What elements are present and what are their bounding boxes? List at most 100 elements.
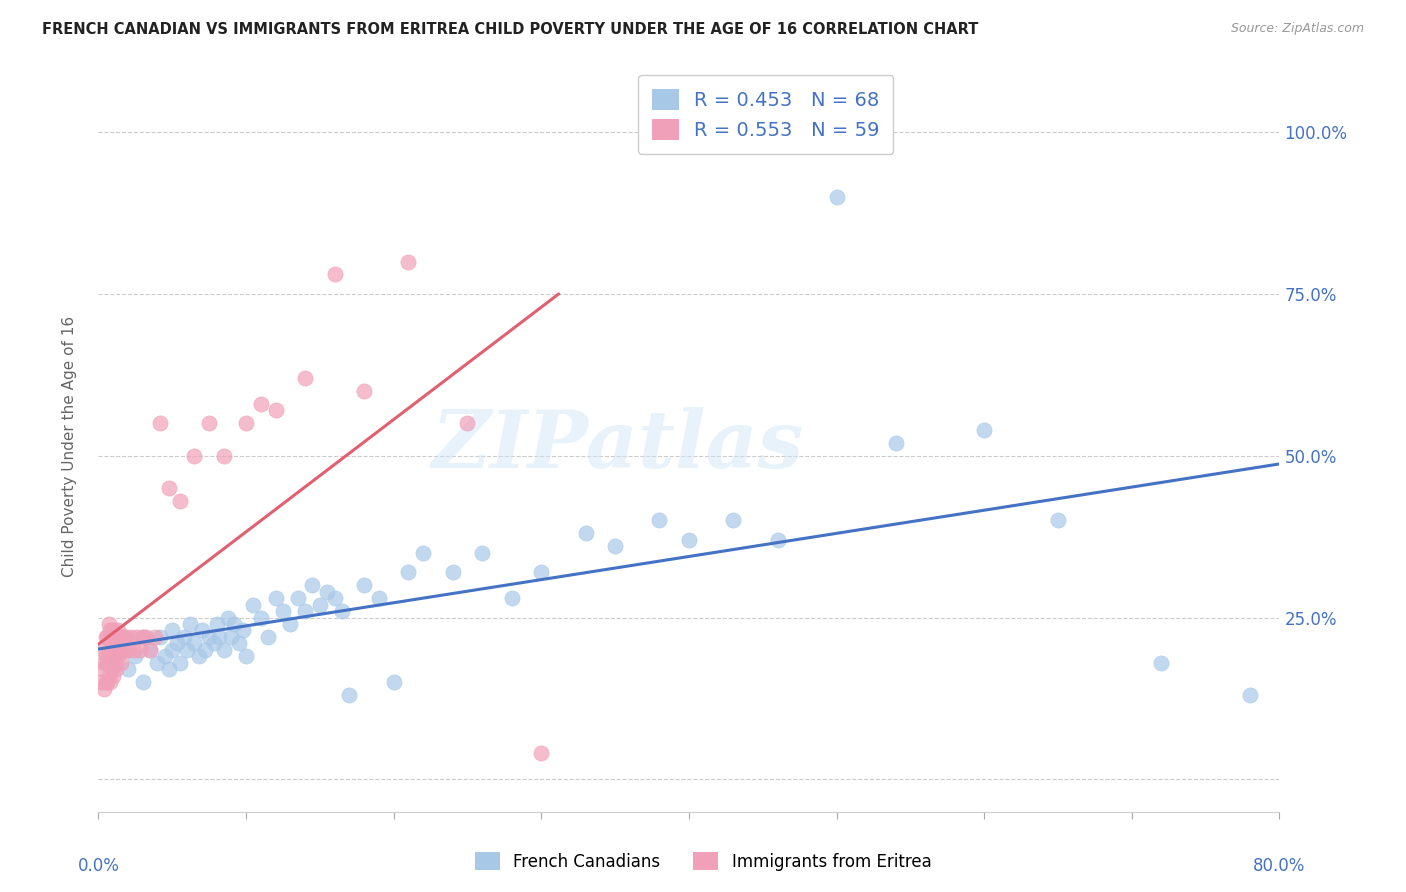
Point [149, 630, 172, 644]
Point [139, 643, 162, 657]
Point [412, 546, 434, 560]
Point [198, 630, 221, 644]
Point [98, 649, 121, 664]
Point [162, 643, 183, 657]
Point [103, 643, 125, 657]
Point [108, 643, 131, 657]
Point [132, 675, 155, 690]
Point [973, 423, 995, 437]
Point [149, 417, 172, 431]
Point [242, 598, 264, 612]
Point [217, 610, 239, 624]
Point [183, 636, 205, 650]
Point [146, 656, 169, 670]
Point [139, 643, 162, 657]
Point [264, 591, 287, 606]
Point [97, 617, 120, 632]
Point [93, 656, 115, 670]
Point [100, 662, 122, 676]
Text: Source: ZipAtlas.com: Source: ZipAtlas.com [1230, 22, 1364, 36]
Point [112, 630, 135, 644]
Point [135, 630, 157, 644]
Point [323, 268, 346, 282]
Point [501, 591, 523, 606]
Point [316, 584, 339, 599]
Point [114, 643, 136, 657]
Point [441, 566, 464, 580]
Point [187, 649, 209, 664]
Point [884, 435, 907, 450]
Point [122, 643, 145, 657]
Text: FRENCH CANADIAN VS IMMIGRANTS FROM ERITREA CHILD POVERTY UNDER THE AGE OF 16 COR: FRENCH CANADIAN VS IMMIGRANTS FROM ERITR… [42, 22, 979, 37]
Point [212, 643, 235, 657]
Point [224, 617, 246, 632]
Point [169, 494, 191, 508]
Point [91, 662, 114, 676]
Point [96, 630, 118, 644]
Text: 80.0%: 80.0% [1253, 857, 1306, 875]
Point [1046, 513, 1070, 527]
Point [110, 643, 132, 657]
Point [103, 624, 125, 638]
Point [194, 643, 217, 657]
Point [124, 649, 146, 664]
Point [153, 649, 176, 664]
Point [103, 669, 125, 683]
Point [205, 617, 228, 632]
Point [398, 254, 420, 268]
Point [104, 630, 127, 644]
Point [825, 190, 848, 204]
Point [678, 533, 700, 547]
Point [110, 630, 132, 644]
Text: 0.0%: 0.0% [77, 857, 120, 875]
Point [105, 662, 128, 676]
Point [250, 610, 273, 624]
Point [105, 636, 128, 650]
Point [117, 662, 139, 676]
Point [309, 598, 332, 612]
Point [179, 617, 201, 632]
Point [208, 630, 231, 644]
Point [162, 624, 183, 638]
Point [107, 649, 129, 664]
Point [723, 513, 745, 527]
Point [132, 630, 155, 644]
Point [97, 669, 120, 683]
Point [94, 649, 117, 664]
Point [301, 578, 323, 592]
Point [96, 656, 118, 670]
Point [250, 397, 273, 411]
Point [457, 417, 479, 431]
Point [143, 630, 166, 644]
Point [339, 688, 361, 702]
Point [287, 591, 309, 606]
Point [330, 604, 353, 618]
Point [173, 630, 195, 644]
Point [100, 636, 122, 650]
Point [605, 539, 627, 553]
Point [104, 656, 127, 670]
Point [90, 675, 112, 690]
Point [94, 630, 117, 644]
Point [120, 630, 142, 644]
Point [94, 675, 117, 690]
Legend: R = 0.453   N = 68, R = 0.553   N = 59: R = 0.453 N = 68, R = 0.553 N = 59 [638, 75, 893, 153]
Point [235, 417, 257, 431]
Point [191, 624, 214, 638]
Point [1239, 688, 1261, 702]
Point [530, 566, 553, 580]
Point [98, 624, 121, 638]
Legend: French Canadians, Immigrants from Eritrea: French Canadians, Immigrants from Eritre… [467, 844, 939, 880]
Point [648, 513, 671, 527]
Point [530, 747, 553, 761]
Point [169, 656, 191, 670]
Point [471, 546, 494, 560]
Point [232, 624, 254, 638]
Point [271, 604, 294, 618]
Point [353, 384, 375, 398]
Point [98, 675, 121, 690]
Point [97, 643, 120, 657]
Point [257, 630, 280, 644]
Point [125, 630, 148, 644]
Point [398, 566, 420, 580]
